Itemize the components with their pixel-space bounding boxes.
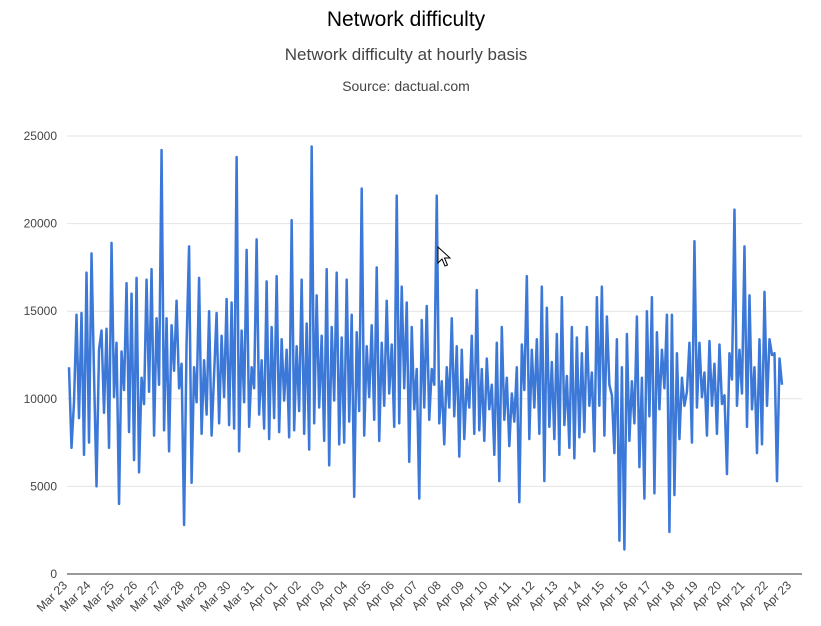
chart-title: Network difficulty [326,8,486,31]
series-line[interactable] [67,145,784,551]
chart-source: Source: dactual.com [342,78,470,94]
y-tick-label: 15000 [24,304,58,318]
y-tick-label: 20000 [24,217,58,231]
mouse-cursor-icon [437,246,451,267]
y-tick-label: 0 [50,567,57,581]
chart-subtitle: Network difficulty at hourly basis [284,45,528,64]
y-axis-ticks: 0 5000 10000 15000 20000 25000 [24,129,58,581]
y-tick-label: 5000 [30,479,57,493]
y-tick-label: 10000 [24,392,58,406]
y-tick-label: 25000 [24,129,58,143]
